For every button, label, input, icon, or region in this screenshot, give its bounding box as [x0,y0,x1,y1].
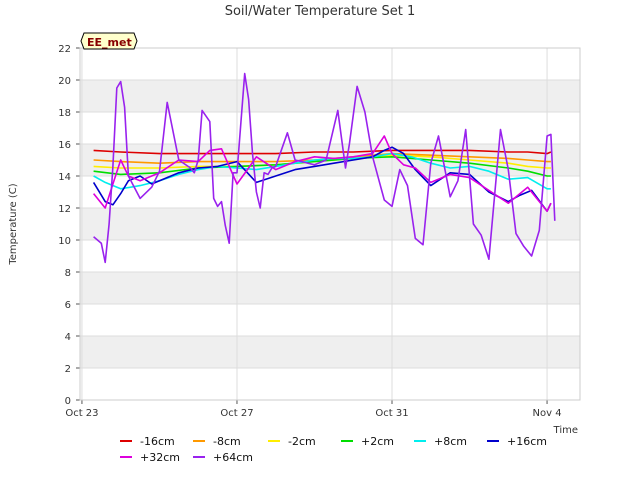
series-line-32cm [92,135,552,212]
series-line-16cm [93,149,552,155]
series-lines [92,72,556,264]
x-axis-ticks: Oct 23 Oct 27 Oct 31 Nov 4 [65,400,562,419]
legend-item: +16cm [487,435,547,448]
y-tick-label: 4 [65,332,71,343]
legend: -16cm -8cm -2cm +2cm +8cm +16cm +32cm +64cm [120,435,547,464]
y-tick-label: 2 [65,364,71,375]
y-tick-label: 6 [65,300,71,311]
legend-item: +8cm [414,435,467,448]
legend-item: -16cm [120,435,175,448]
y-tick-label: 12 [58,204,71,215]
station-label-box: EE_met [80,32,138,50]
legend-label: -16cm [140,435,175,448]
y-axis-ticks: 0 2 4 6 8 10 12 14 16 18 20 22 [58,44,80,407]
legend-item: +64cm [193,451,253,464]
series-line-64cm [93,72,556,264]
legend-label: +8cm [434,435,467,448]
legend-item: +2cm [341,435,394,448]
y-tick-label: 20 [58,76,71,87]
legend-item: -8cm [193,435,241,448]
y-tick-label: 0 [65,396,71,407]
y-tick-label: 8 [65,268,71,279]
background-band [80,80,580,112]
y-axis-label: Temperature (C) [8,183,19,265]
x-tick-label: Nov 4 [533,408,562,419]
legend-label: +64cm [213,451,253,464]
y-tick-label: 18 [58,108,71,119]
y-tick-label: 22 [58,44,71,55]
legend-label: -8cm [213,435,241,448]
legend-label: +16cm [507,435,547,448]
y-tick-label: 14 [58,172,71,183]
legend-label: +32cm [140,451,180,464]
background-band [80,272,580,304]
legend-item: +32cm [120,451,180,464]
plot-frame [79,47,581,401]
legend-label: -2cm [288,435,316,448]
y-tick-label: 16 [58,140,71,151]
background-band [80,336,580,368]
background-band [80,208,580,240]
background-bands [80,80,580,368]
x-tick-label: Oct 31 [375,408,408,419]
x-axis-label: Time [553,425,578,436]
station-label: EE_met [87,36,132,49]
x-tick-label: Oct 23 [65,408,98,419]
legend-label: +2cm [361,435,394,448]
chart-title: Soil/Water Temperature Set 1 [225,4,416,19]
y-tick-label: 10 [58,236,71,247]
x-tick-label: Oct 27 [220,408,253,419]
legend-item: -2cm [268,435,316,448]
